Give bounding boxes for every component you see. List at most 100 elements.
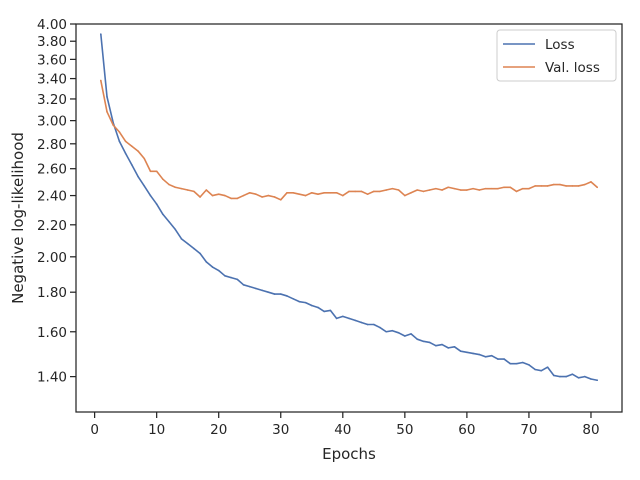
data-point <box>155 170 158 173</box>
y-tick-label: 3.40 <box>37 72 67 88</box>
data-point <box>410 333 412 335</box>
data-point <box>149 194 152 197</box>
data-point <box>317 193 319 195</box>
x-axis: 0 10 20 30 40 50 60 70 80 <box>90 412 600 438</box>
data-point <box>447 186 450 189</box>
data-point <box>329 309 332 312</box>
data-point <box>515 362 518 365</box>
x-tick-label: 20 <box>210 422 227 438</box>
data-point <box>286 295 288 297</box>
data-point <box>472 187 474 190</box>
data-point <box>217 193 220 195</box>
data-point <box>137 175 139 178</box>
y-tick-label: 3.20 <box>37 92 67 108</box>
data-point <box>453 187 456 190</box>
legend-frame <box>496 29 617 82</box>
data-point <box>255 193 257 195</box>
data-point <box>298 193 301 195</box>
y-tick-label: 3.80 <box>37 34 67 50</box>
data-point <box>193 247 195 250</box>
data-point <box>546 185 549 187</box>
y-axis: 1.40 1.60 1.80 2.00 2.20 2.40 2.60 2.80 3.00 3.20… <box>37 17 76 386</box>
data-point <box>143 185 146 187</box>
data-point <box>490 187 493 190</box>
data-point <box>515 190 518 193</box>
data-point <box>571 373 574 376</box>
data-point <box>484 356 487 358</box>
series-layer <box>100 33 598 382</box>
x-tick-label: 70 <box>520 422 537 438</box>
data-point <box>503 186 505 189</box>
data-point <box>435 187 437 190</box>
data-point <box>106 96 108 98</box>
data-point <box>323 310 325 313</box>
data-point <box>397 332 400 334</box>
data-point <box>304 301 307 304</box>
data-point <box>112 124 115 126</box>
data-point <box>149 170 152 173</box>
data-point <box>199 252 201 255</box>
data-point <box>124 140 127 143</box>
data-point <box>304 194 307 197</box>
y-tick-label: 2.00 <box>37 250 67 266</box>
y-tick-label: 1.80 <box>37 285 67 301</box>
data-point <box>391 329 394 332</box>
data-point <box>552 374 555 377</box>
data-point <box>509 186 512 189</box>
data-point <box>217 269 220 272</box>
data-point <box>310 191 313 194</box>
data-point <box>230 197 232 200</box>
data-point <box>459 189 462 191</box>
data-point <box>521 187 524 190</box>
data-point <box>459 350 462 353</box>
data-point <box>534 185 536 187</box>
data-point <box>193 190 195 193</box>
data-point <box>342 315 344 318</box>
data-point <box>335 191 338 194</box>
data-point <box>261 196 263 198</box>
data-point <box>329 191 332 194</box>
data-point <box>100 79 102 82</box>
data-point <box>590 378 592 380</box>
plot-background <box>76 24 622 412</box>
data-point <box>540 185 543 187</box>
data-point <box>497 358 499 360</box>
data-point <box>186 189 189 191</box>
data-point <box>342 194 344 197</box>
data-point <box>540 369 543 372</box>
data-point <box>391 187 394 190</box>
data-point <box>174 228 177 231</box>
y-tick-label: 1.40 <box>37 370 67 386</box>
series-points-loss <box>100 33 598 382</box>
data-point <box>521 361 524 364</box>
data-point <box>385 189 388 191</box>
data-point <box>323 191 325 194</box>
y-tick-label: 2.40 <box>37 189 67 205</box>
data-point <box>286 191 288 194</box>
data-point <box>559 375 561 378</box>
data-point <box>174 186 177 189</box>
data-point <box>224 275 226 277</box>
data-point <box>261 289 263 292</box>
data-point <box>404 335 406 337</box>
data-point <box>354 319 357 322</box>
data-point <box>596 379 598 382</box>
data-point <box>552 183 555 186</box>
data-point <box>273 196 276 198</box>
x-tick-label: 80 <box>582 422 599 438</box>
data-point <box>590 181 592 183</box>
data-point <box>230 276 232 279</box>
y-tick-label: 2.60 <box>37 162 67 178</box>
data-point <box>453 345 456 348</box>
data-point <box>348 190 350 193</box>
data-point <box>242 194 245 197</box>
data-point <box>577 185 580 187</box>
data-point <box>273 293 276 295</box>
data-point <box>472 352 474 355</box>
data-point <box>428 189 431 191</box>
data-point <box>118 140 121 143</box>
data-point <box>559 183 561 186</box>
data-point <box>366 323 369 326</box>
data-point <box>279 199 282 201</box>
